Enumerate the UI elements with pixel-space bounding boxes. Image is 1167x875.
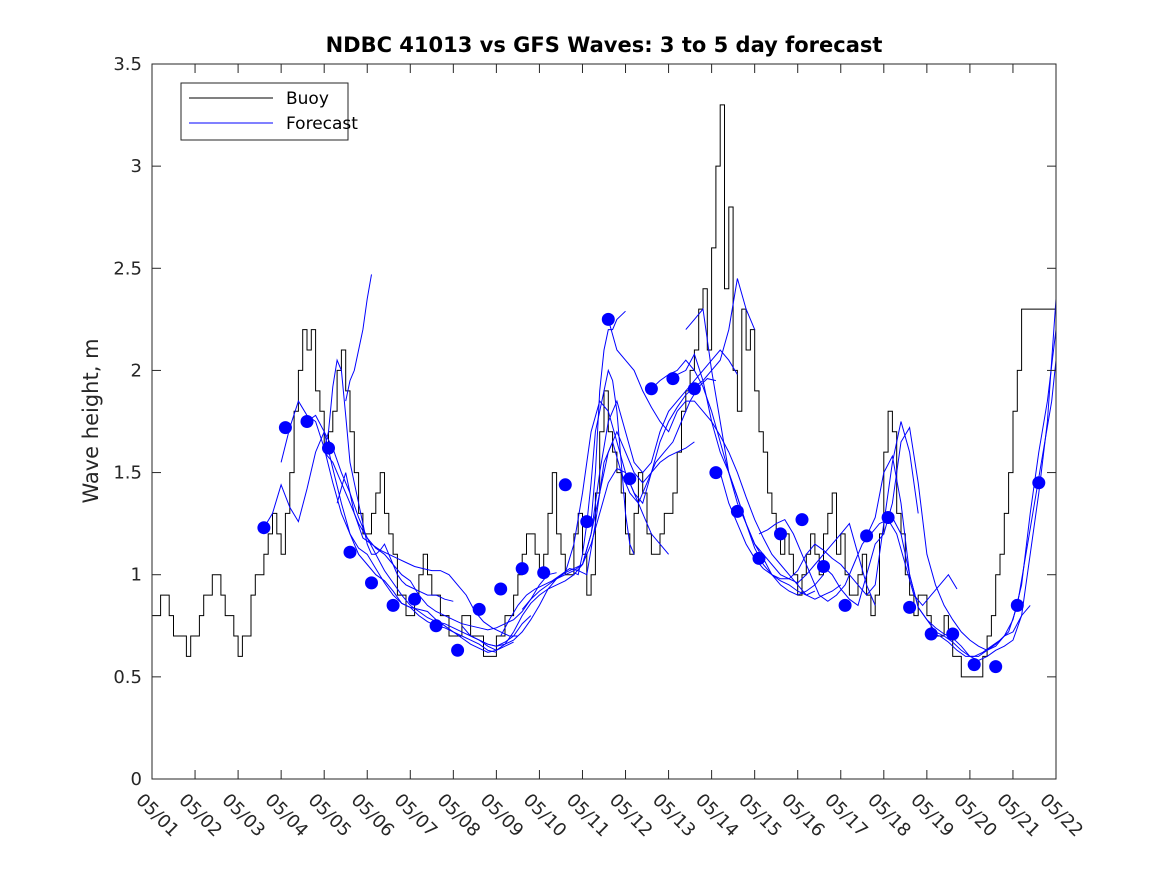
forecast-line-9 [500, 378, 717, 637]
forecast-point [881, 511, 895, 524]
forecast-point [817, 560, 830, 573]
forecast-point [644, 382, 658, 396]
forecast-line-13 [573, 368, 635, 576]
forecast-line-5 [336, 472, 518, 637]
forecast-line-10 [521, 349, 738, 610]
forecast-line-0 [263, 430, 497, 653]
forecast-point [774, 527, 787, 541]
legend-forecast-label: Forecast [286, 114, 358, 134]
forecast-point [903, 600, 917, 614]
y-tick-label: 0 [131, 769, 142, 790]
forecast-line-1 [280, 399, 514, 653]
y-tick-label: 1.5 [113, 463, 142, 484]
forecast-point [365, 576, 378, 590]
y-tick-label: 0.5 [113, 667, 142, 688]
legend-buoy-label: Buoy [286, 89, 329, 109]
forecast-line-12 [590, 310, 626, 522]
forecast-point [967, 658, 981, 672]
y-tick-label: 2.5 [113, 258, 142, 279]
y-tick-label: 3.5 [113, 54, 142, 75]
forecast-point [752, 551, 766, 565]
forecast-point [687, 382, 701, 396]
forecast-line-17 [685, 307, 876, 606]
forecast-point [730, 504, 744, 518]
chart-title: NDBC 41013 vs GFS Waves: 3 to 5 day fore… [326, 33, 883, 57]
forecast-line-4 [323, 451, 557, 631]
forecast-point [408, 592, 422, 606]
forecast-point [537, 566, 551, 580]
forecast-point [601, 312, 615, 326]
forecast-point [386, 598, 400, 612]
plot-area [152, 104, 1056, 678]
forecast-point [451, 643, 465, 657]
forecast-point [429, 619, 443, 633]
forecast-line-6 [345, 274, 372, 402]
forecast-point [580, 515, 594, 529]
forecast-point [709, 466, 723, 480]
forecast-point [946, 627, 960, 641]
y-tick-label: 3 [131, 156, 142, 177]
forecast-point [515, 562, 529, 576]
legend-box [180, 82, 349, 141]
forecast-point [257, 521, 271, 535]
forecast-point [322, 441, 335, 455]
forecast-point [1032, 476, 1046, 490]
forecast-point [795, 513, 809, 527]
forecast-point [343, 545, 357, 559]
axes-frame [151, 63, 1057, 780]
forecast-point [472, 602, 486, 616]
forecast-line-3 [323, 358, 454, 602]
forecast-line-11 [564, 278, 756, 573]
forecast-point [1010, 598, 1024, 612]
forecast-point [924, 627, 938, 641]
forecast-point [838, 598, 852, 612]
forecast-point [666, 372, 680, 386]
forecast-line-19 [758, 518, 958, 607]
forecast-point [558, 478, 572, 492]
forecast-point [623, 472, 637, 486]
forecast-line-20 [823, 426, 1031, 651]
forecast-point [860, 529, 874, 543]
forecast-line-21 [866, 298, 1056, 662]
forecast-point [494, 582, 508, 596]
y-tick-label: 1 [131, 565, 142, 586]
forecast-point [278, 421, 292, 435]
y-tick-label: 2 [131, 360, 142, 381]
forecast-line-16 [668, 352, 842, 600]
legend: Buoy Forecast [180, 82, 358, 141]
y-axis-label: Wave height, m [79, 338, 103, 503]
plot-clip-group [152, 104, 1056, 678]
forecast-point [989, 660, 1003, 674]
forecast-point [300, 415, 314, 428]
